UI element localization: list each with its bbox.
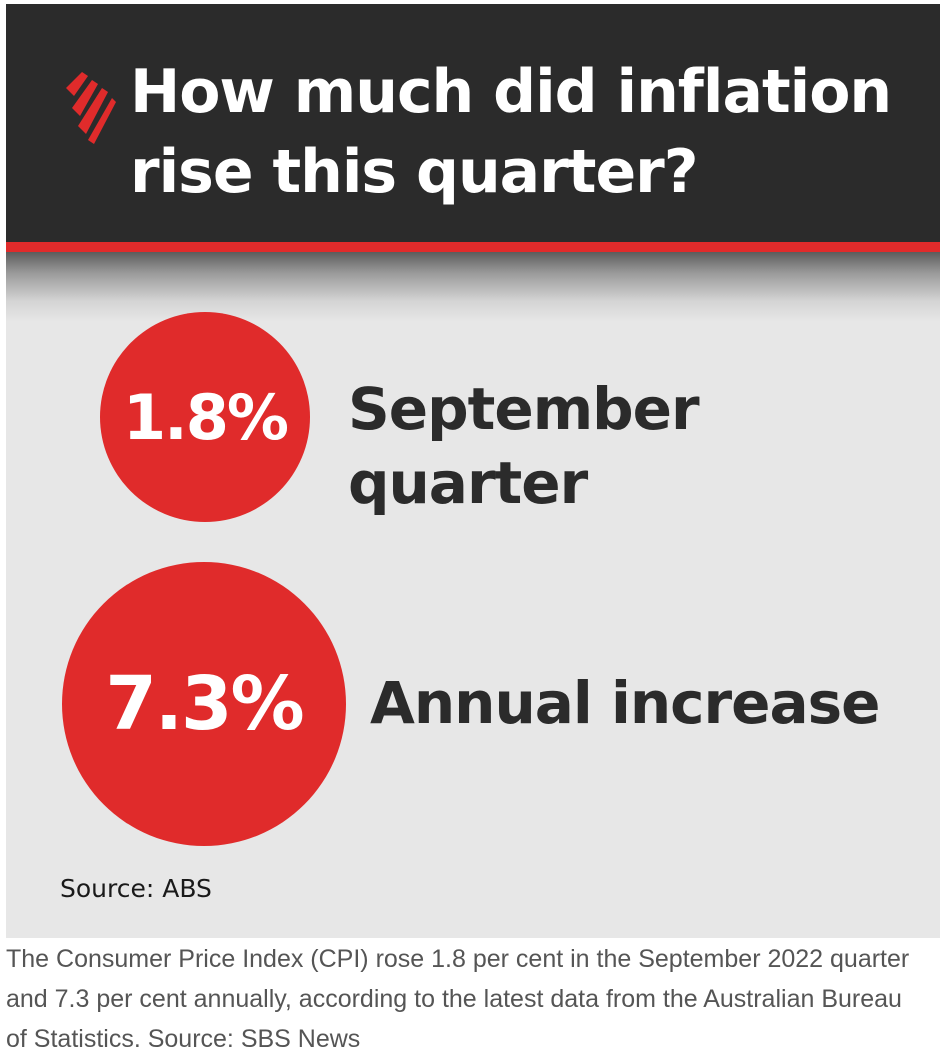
annual-rate-badge: 7.3% xyxy=(62,562,346,846)
quarterly-rate-badge: 1.8% xyxy=(100,312,310,522)
header-shadow xyxy=(6,252,940,322)
headline: How much did inflation rise this quarter… xyxy=(130,57,892,207)
image-caption: The Consumer Price Index (CPI) rose 1.8 … xyxy=(6,945,910,1053)
infographic: How much did inflation rise this quarter… xyxy=(6,4,940,938)
quarterly-rate-label: September quarter xyxy=(348,375,700,517)
header-banner: How much did inflation rise this quarter… xyxy=(6,4,940,242)
annual-rate-label: Annual increase xyxy=(370,669,880,737)
header-divider xyxy=(6,242,940,252)
graphic-source: Source: ABS xyxy=(60,874,212,903)
sbs-logo-icon xyxy=(66,72,116,144)
